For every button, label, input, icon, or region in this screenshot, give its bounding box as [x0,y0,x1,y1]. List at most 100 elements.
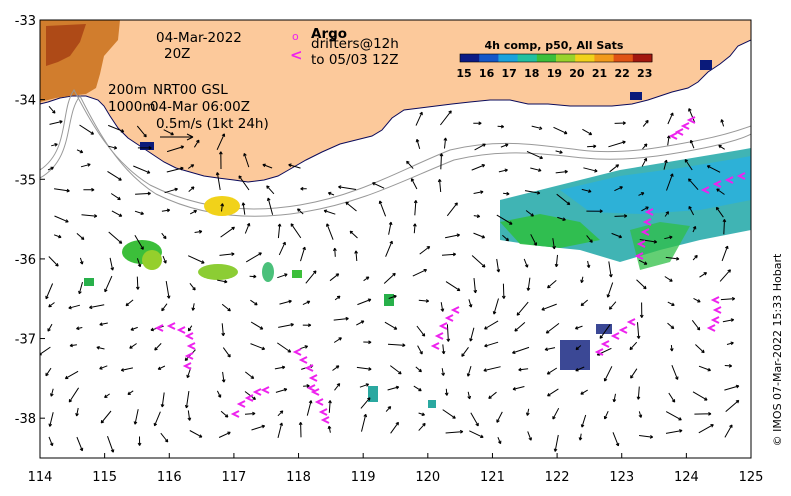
current-vector [473,190,484,194]
current-vector [306,400,313,416]
current-vector [695,344,705,354]
current-vector [639,239,658,244]
current-vector [333,247,337,257]
drifter-marker [306,384,316,392]
current-vector [699,272,708,278]
current-vector [69,343,77,348]
current-vector [76,326,83,331]
current-vector [516,301,529,316]
drifter-marker [680,122,690,130]
colorbar-segment [517,54,538,62]
current-vector [641,206,649,212]
argo-label: Argo [311,26,347,42]
drifter-marker [154,324,164,332]
drifter-marker [706,324,716,332]
colorbar-segment [498,54,519,62]
current-vector [688,178,699,191]
drifter-marker [320,416,330,424]
current-vector [47,323,53,332]
colorbar-tick-label: 17 [502,67,517,80]
current-vector [100,410,112,424]
current-vector [580,389,588,395]
drifter-marker [184,352,194,360]
current-vector [47,166,54,171]
drifter-marker [618,326,628,334]
current-vector [580,414,587,428]
current-vector [221,371,226,383]
current-vector [279,299,292,305]
current-vector [638,259,648,265]
colorbar-segment [536,54,557,62]
current-vector [446,202,458,217]
current-vector [64,370,79,380]
current-vector [302,323,312,328]
current-vector [277,223,282,239]
current-vector [299,345,309,350]
current-vector [277,273,288,279]
current-vector [107,436,115,453]
current-vector [76,149,84,154]
current-vector [523,258,529,268]
current-vector [354,250,359,262]
current-vector [222,347,231,358]
colorbar-segment [632,54,653,62]
current-vector [288,163,301,169]
current-vector [608,261,613,278]
current-vector [512,386,525,391]
current-vector [54,188,70,193]
current-vector [161,303,168,312]
current-vector [545,323,560,334]
y-axis: -33 -34 -35 -36 -37 -38 [15,14,45,427]
colorbar-tick-label: 22 [614,67,629,80]
contour-1000-label: 1000m [108,99,156,115]
current-vector [413,385,422,392]
current-vector [388,294,397,299]
drifter-marker [636,240,646,248]
current-vector [719,269,731,282]
current-vector [189,282,196,291]
current-vector [45,283,54,300]
drifter-marker [434,332,444,340]
colorbar-segment [460,54,480,62]
current-vector [554,254,559,268]
current-vector [387,385,400,391]
current-vector [441,368,445,376]
current-vector [166,166,184,173]
drifter-marker [252,388,262,396]
drifter-marker [308,374,318,382]
current-vectors [40,105,740,453]
current-vector [166,145,185,153]
current-vector [302,300,311,306]
drifter-marker [712,306,722,314]
sst-patch-offshore-green [500,214,600,248]
current-vector [547,280,557,289]
current-vector [323,209,336,215]
current-vector [345,201,357,212]
colorbar-title: 4h comp, p50, All Sats [485,39,624,52]
current-vector [109,257,115,271]
current-vector [333,316,349,321]
current-vector [244,222,251,234]
current-vector [157,365,166,370]
current-vector [496,258,501,273]
current-vector [446,324,451,342]
current-vector [360,397,371,409]
drifters-to-label: to 05/03 12Z [311,52,398,68]
current-vector [574,325,583,330]
current-vector [357,298,372,306]
drifter-tracks [154,116,746,424]
drifters-label: drifters@12h [311,36,399,52]
current-vector [443,137,448,149]
current-vector [552,407,560,420]
credit-label: © IMOS 07-Mar-2022 15:33 Hobart [771,253,784,446]
drifter-marker [700,186,710,194]
current-vector [541,303,557,311]
current-vector [608,301,617,310]
current-vector [277,422,283,439]
current-vector [54,215,69,223]
current-vector [83,187,95,192]
current-vector [217,279,228,284]
sst-patch-green-4 [262,262,274,282]
current-vector [440,302,445,312]
current-vector [406,160,414,169]
